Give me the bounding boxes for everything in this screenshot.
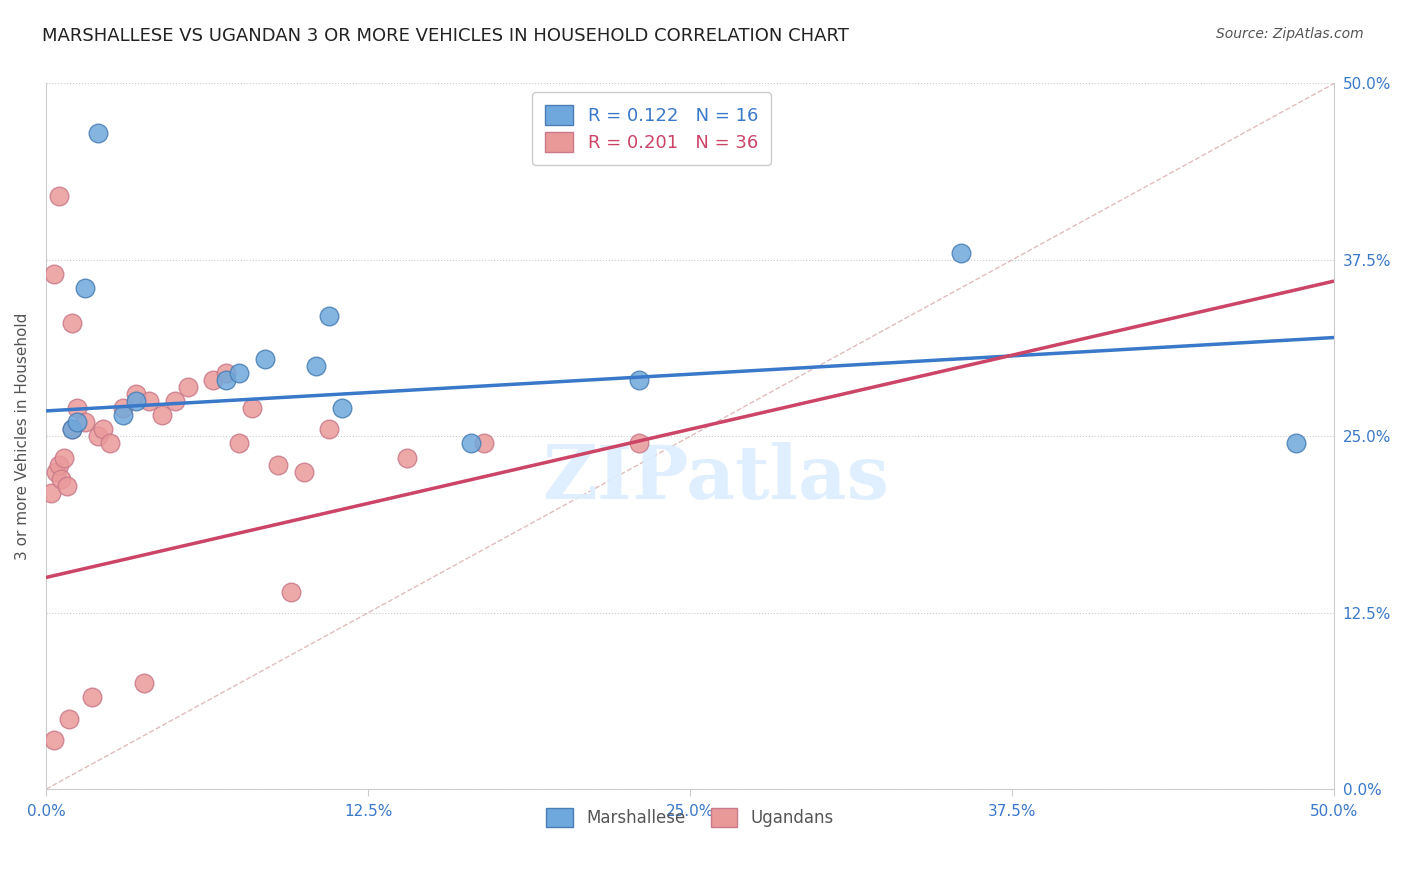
Point — [82, 690, 104, 705]
Text: Source: ZipAtlas.com: Source: ZipAtlas.com — [1216, 27, 1364, 41]
Point — [48, 458, 70, 472]
Point — [132, 676, 155, 690]
Point — [55, 479, 77, 493]
Point — [112, 401, 135, 416]
Text: MARSHALLESE VS UGANDAN 3 OR MORE VEHICLES IN HOUSEHOLD CORRELATION CHART: MARSHALLESE VS UGANDAN 3 OR MORE VEHICLE… — [42, 27, 849, 45]
Point — [51, 472, 73, 486]
Point — [125, 387, 148, 401]
Point — [42, 267, 65, 281]
Point — [91, 422, 114, 436]
Point — [39, 485, 62, 500]
Point — [48, 189, 70, 203]
Point — [627, 373, 650, 387]
Y-axis label: 3 or more Vehicles in Household: 3 or more Vehicles in Household — [15, 312, 30, 560]
Point — [280, 584, 302, 599]
Point — [202, 373, 225, 387]
Point — [138, 394, 160, 409]
Point — [100, 436, 122, 450]
Point — [267, 458, 290, 472]
Point — [42, 732, 65, 747]
Point — [60, 422, 83, 436]
Point — [318, 422, 340, 436]
Point — [58, 712, 80, 726]
Point — [472, 436, 495, 450]
Point — [112, 408, 135, 422]
Point — [215, 366, 238, 380]
Point — [163, 394, 186, 409]
Point — [73, 281, 96, 295]
Point — [60, 317, 83, 331]
Point — [73, 415, 96, 429]
Point — [86, 429, 108, 443]
Point — [305, 359, 328, 373]
Point — [949, 245, 972, 260]
Point — [215, 373, 238, 387]
Point — [330, 401, 353, 416]
Point — [1284, 436, 1306, 450]
Point — [318, 310, 340, 324]
Point — [66, 401, 89, 416]
Point — [228, 366, 250, 380]
Point — [125, 394, 148, 409]
Point — [228, 436, 250, 450]
Point — [86, 126, 108, 140]
Point — [460, 436, 482, 450]
Point — [627, 436, 650, 450]
Point — [395, 450, 418, 465]
Text: ZIPatlas: ZIPatlas — [543, 442, 890, 516]
Point — [240, 401, 263, 416]
Point — [176, 380, 198, 394]
Point — [292, 465, 315, 479]
Point — [60, 422, 83, 436]
Point — [66, 415, 89, 429]
Point — [53, 450, 76, 465]
Point — [253, 351, 276, 366]
Point — [150, 408, 173, 422]
Point — [45, 465, 67, 479]
Legend: Marshallese, Ugandans: Marshallese, Ugandans — [540, 802, 841, 834]
